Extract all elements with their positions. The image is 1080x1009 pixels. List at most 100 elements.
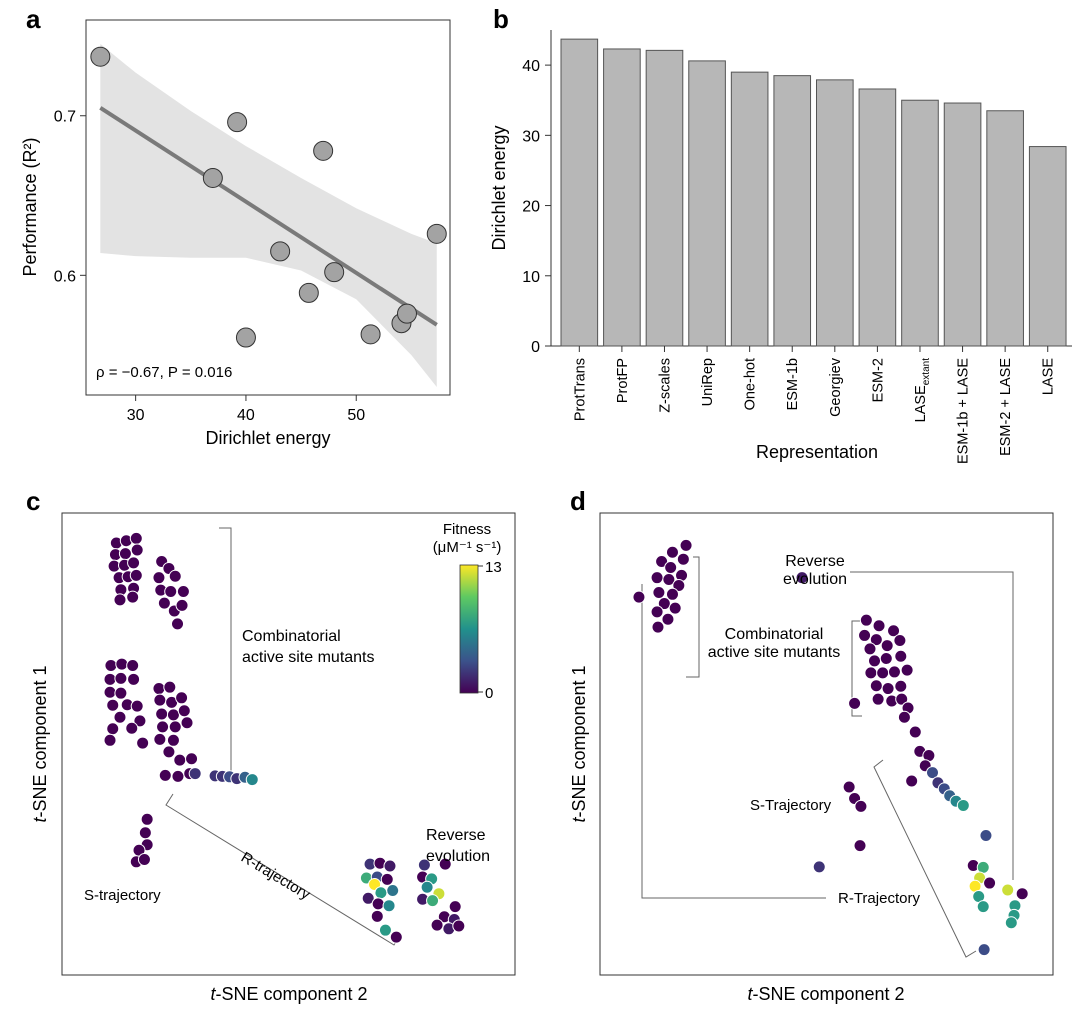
- c-point-44: [152, 682, 166, 696]
- data-point-8: [360, 324, 381, 345]
- panel-d-x-label: t-SNE component 2: [747, 984, 904, 1004]
- c-point-88: [370, 909, 384, 923]
- category-label-11: LASE: [1041, 358, 1057, 395]
- d-point-26: [868, 654, 882, 668]
- y-tick-label: 0.6: [54, 268, 76, 285]
- c-point-29: [126, 658, 140, 672]
- reverse-evolution-bracket: [850, 571, 1014, 880]
- c-point-22: [176, 585, 190, 599]
- y-tick-label: 0.7: [54, 109, 76, 126]
- category-main: LASE: [913, 385, 929, 422]
- c-point-55: [153, 732, 167, 746]
- c-point-87: [382, 899, 396, 913]
- category-main: LASE: [1041, 358, 1057, 395]
- category-main: Z-scales: [657, 358, 673, 413]
- bar-1: [603, 48, 641, 347]
- c-point-14: [113, 593, 127, 607]
- c-point-34: [114, 686, 128, 700]
- c-point-51: [177, 704, 191, 718]
- c-point-27: [104, 658, 118, 672]
- c-point-83: [386, 883, 400, 897]
- c-point-62: [158, 768, 172, 782]
- panel-b-y-label: Dirichlet energy: [489, 125, 509, 250]
- data-point-5: [298, 282, 319, 303]
- c-point-8: [127, 556, 141, 570]
- d-point-30: [876, 666, 890, 680]
- c-point-99: [448, 900, 462, 914]
- c-point-53: [168, 720, 182, 734]
- d-point-13: [668, 601, 682, 615]
- reverse-evolution-label-line2: evolution: [426, 848, 490, 865]
- c-point-38: [113, 710, 127, 724]
- d-point-29: [864, 666, 878, 680]
- d-point-33: [869, 679, 883, 693]
- c-point-71: [138, 826, 152, 840]
- panel-a-x-ticks: 30 40 50: [127, 395, 365, 424]
- combinatorial-bracket: [219, 527, 232, 774]
- panel-b-x-label: Representation: [756, 442, 878, 462]
- d-point-65: [976, 900, 990, 914]
- bar-7: [858, 88, 897, 347]
- colorbar-title-line1: Fitness: [443, 521, 491, 538]
- bar-2: [645, 49, 684, 347]
- c-point-70: [140, 812, 154, 826]
- data-point-10: [396, 303, 417, 324]
- c-point-15: [126, 590, 140, 604]
- s-trajectory-label-d: S-Trajectory: [750, 797, 832, 814]
- d-point-42: [908, 725, 922, 739]
- category-label-10: ESM-2 + LASE: [998, 358, 1014, 456]
- panel-d-points: [632, 538, 1029, 957]
- panel-b: b 0 10 20 30 40 ProtTrans ProtFP Z-scales UniRe…: [489, 4, 1072, 464]
- c-point-26: [171, 617, 185, 631]
- bar-8: [901, 99, 939, 347]
- c-point-58: [173, 753, 187, 767]
- c-point-23: [157, 596, 171, 610]
- category-label-6: Georgiev: [828, 357, 844, 417]
- reverse-evolution-label-d-line1: Reverse: [785, 553, 845, 570]
- d-point-31: [887, 665, 901, 679]
- x-tick-label: 50: [347, 407, 365, 424]
- d-point-62: [983, 876, 997, 890]
- d-point-25: [893, 634, 907, 648]
- category-label-2: Z-scales: [657, 358, 673, 413]
- category-main: UniRep: [700, 358, 716, 406]
- data-point-7: [324, 262, 345, 283]
- data-point-2: [227, 112, 248, 133]
- data-point-6: [313, 140, 334, 161]
- x-tick-label: 30: [127, 407, 145, 424]
- y-tick-label: 40: [522, 58, 540, 75]
- c-point-104: [452, 919, 466, 933]
- data-point-1: [202, 167, 223, 188]
- d-point-28: [894, 649, 908, 663]
- panel-a-x-label: Dirichlet energy: [205, 428, 330, 448]
- panel-a-frame: [85, 19, 451, 396]
- d-point-16: [651, 620, 665, 634]
- c-point-19: [168, 569, 182, 583]
- c-point-90: [389, 930, 403, 944]
- c-point-35: [106, 698, 120, 712]
- colorbar-title-line2: (μM⁻¹ s⁻¹): [433, 539, 502, 556]
- y-tick-label: 30: [522, 128, 540, 145]
- category-main: ESM-2 + LASE: [998, 358, 1014, 456]
- category-main: ProtFP: [615, 358, 631, 403]
- d-point-24: [880, 639, 894, 653]
- d-point-46: [926, 766, 940, 780]
- c-point-78: [383, 859, 397, 873]
- c-point-49: [155, 707, 169, 721]
- panel-c-x-label: t-SNE component 2: [210, 984, 367, 1004]
- c-point-52: [156, 720, 170, 734]
- bar-4: [730, 71, 769, 347]
- combinatorial-label-d-line2: active site mutants: [708, 644, 841, 661]
- panel-c-y-label-italic: t: [30, 817, 50, 823]
- c-point-81: [380, 872, 394, 886]
- y-tick-label: 20: [522, 199, 540, 216]
- panel-c-frame: [61, 512, 516, 976]
- d-point-21: [869, 633, 883, 647]
- panel-a-plot: [90, 43, 447, 388]
- x-tick-label: 40: [237, 407, 255, 424]
- panel-c-x-label-rest: -SNE component 2: [215, 984, 367, 1004]
- c-point-50: [166, 708, 180, 722]
- c-point-63: [188, 767, 202, 781]
- d-point-70: [1004, 916, 1018, 930]
- c-point-33: [103, 685, 117, 699]
